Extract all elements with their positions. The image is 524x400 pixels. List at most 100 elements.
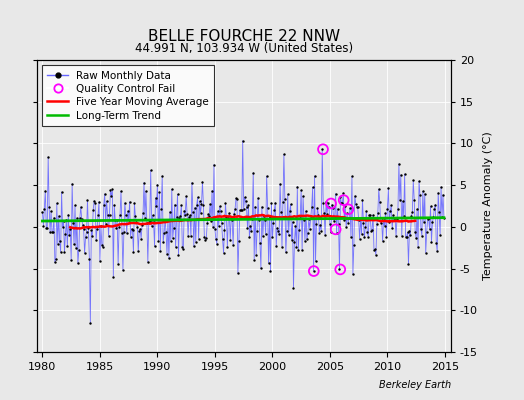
- Point: [420, 219, 428, 225]
- Point: [292, 244, 301, 250]
- Point: [318, 146, 326, 152]
- Point: [355, 236, 364, 242]
- Text: Berkeley Earth: Berkeley Earth: [378, 380, 451, 390]
- Point: [363, 228, 372, 235]
- Point: [166, 208, 174, 215]
- Point: [296, 215, 304, 221]
- Point: [364, 234, 373, 240]
- Point: [323, 211, 331, 217]
- Point: [134, 248, 143, 255]
- Point: [390, 216, 398, 223]
- Point: [118, 230, 126, 236]
- Point: [225, 210, 234, 216]
- Point: [425, 226, 434, 232]
- Point: [337, 200, 346, 206]
- Point: [326, 229, 335, 235]
- Point: [230, 210, 238, 217]
- Point: [415, 178, 423, 184]
- Point: [155, 189, 163, 196]
- Point: [141, 188, 150, 194]
- Point: [79, 222, 87, 228]
- Point: [224, 214, 233, 221]
- Point: [319, 146, 327, 152]
- Point: [129, 249, 138, 256]
- Point: [89, 206, 97, 213]
- Point: [377, 217, 386, 224]
- Point: [78, 216, 86, 222]
- Point: [437, 184, 445, 190]
- Point: [188, 179, 196, 186]
- Point: [194, 235, 203, 242]
- Point: [386, 208, 395, 215]
- Point: [214, 208, 222, 214]
- Point: [171, 244, 180, 250]
- Point: [221, 200, 230, 206]
- Point: [141, 215, 149, 221]
- Point: [91, 200, 100, 206]
- Point: [392, 233, 400, 239]
- Point: [330, 218, 338, 224]
- Point: [275, 231, 283, 238]
- Point: [340, 197, 348, 203]
- Point: [167, 238, 175, 244]
- Point: [314, 211, 323, 218]
- Point: [48, 229, 56, 236]
- Point: [297, 187, 305, 194]
- Point: [220, 250, 228, 256]
- Point: [135, 228, 144, 234]
- Point: [339, 190, 347, 196]
- Point: [146, 217, 154, 224]
- Point: [53, 240, 62, 247]
- Point: [42, 224, 50, 231]
- Point: [353, 204, 361, 210]
- Point: [174, 252, 183, 258]
- Point: [280, 151, 288, 158]
- Point: [316, 222, 324, 228]
- Point: [298, 247, 307, 254]
- Point: [116, 211, 124, 218]
- Point: [407, 213, 416, 220]
- Point: [139, 210, 147, 217]
- Point: [83, 197, 92, 204]
- Point: [378, 238, 387, 244]
- Point: [277, 209, 285, 216]
- Point: [168, 186, 176, 192]
- Point: [170, 225, 178, 232]
- Point: [178, 244, 187, 250]
- Point: [52, 200, 61, 207]
- Point: [391, 214, 399, 221]
- Point: [182, 193, 190, 200]
- Point: [235, 238, 243, 244]
- Point: [387, 202, 396, 208]
- Point: [130, 200, 139, 206]
- Point: [87, 227, 95, 234]
- Point: [282, 228, 291, 234]
- Point: [157, 206, 166, 213]
- Point: [416, 192, 424, 198]
- Point: [326, 220, 334, 227]
- Point: [334, 221, 343, 228]
- Point: [359, 220, 368, 226]
- Point: [115, 224, 123, 230]
- Point: [264, 204, 272, 211]
- Point: [99, 244, 107, 250]
- Point: [324, 200, 332, 206]
- Point: [241, 194, 249, 200]
- Point: [361, 224, 369, 230]
- Point: [335, 266, 344, 273]
- Point: [435, 209, 443, 216]
- Point: [428, 219, 436, 226]
- Point: [427, 203, 435, 210]
- Point: [344, 206, 353, 212]
- Point: [153, 181, 161, 188]
- Point: [366, 212, 374, 218]
- Point: [376, 199, 384, 205]
- Point: [313, 205, 322, 211]
- Point: [84, 225, 93, 232]
- Point: [409, 177, 418, 184]
- Point: [351, 193, 359, 199]
- Point: [367, 227, 375, 234]
- Y-axis label: Temperature Anomaly (°C): Temperature Anomaly (°C): [483, 132, 493, 280]
- Point: [88, 233, 96, 240]
- Point: [219, 236, 227, 242]
